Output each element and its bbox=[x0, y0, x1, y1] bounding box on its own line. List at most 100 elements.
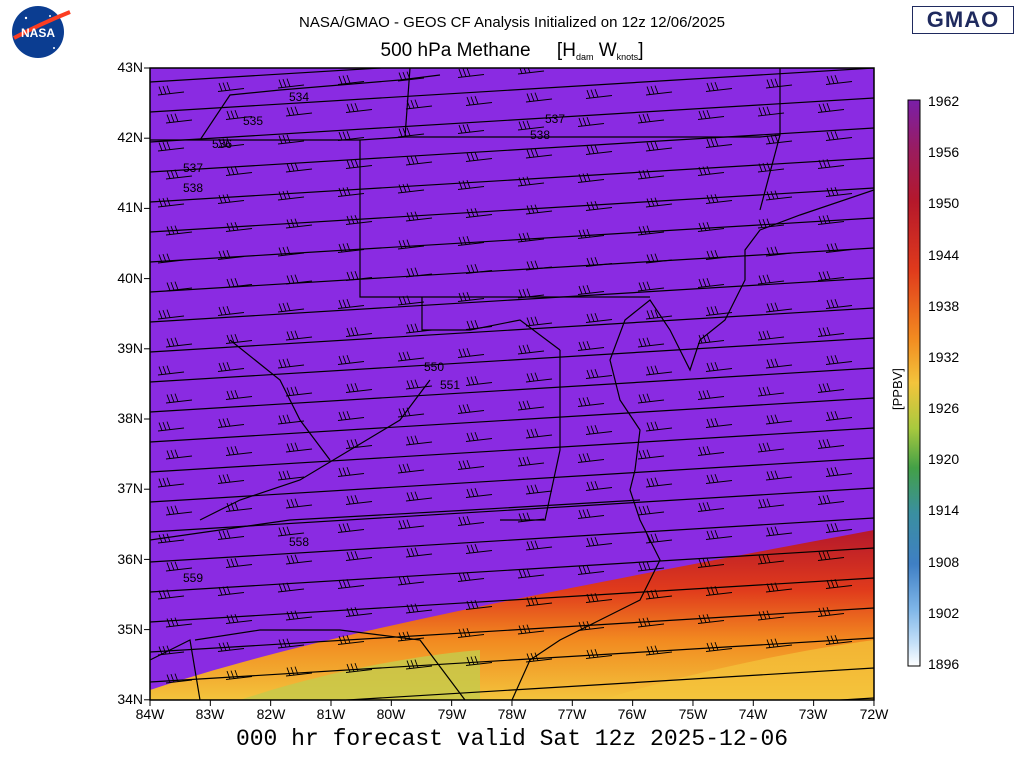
nasa-logo: NASA bbox=[12, 6, 71, 58]
colorbar-label: 1950 bbox=[928, 195, 960, 212]
wind-barb bbox=[225, 221, 253, 232]
wind-barb bbox=[277, 190, 305, 201]
wind-barb bbox=[757, 106, 785, 117]
wind-barb bbox=[637, 449, 665, 460]
wind-barb bbox=[517, 456, 545, 467]
wind-barb bbox=[225, 445, 253, 456]
wind-barb bbox=[757, 386, 785, 397]
wind-barb bbox=[345, 550, 373, 561]
wind-barb bbox=[585, 256, 613, 267]
wind-barb bbox=[637, 561, 665, 572]
lon-label: 74W bbox=[738, 706, 768, 722]
wind-barb bbox=[285, 330, 313, 341]
wind-barb bbox=[637, 617, 665, 628]
wind-barb bbox=[285, 162, 313, 173]
wind-barb bbox=[457, 459, 485, 470]
wind-barb bbox=[337, 298, 365, 309]
wind-barb bbox=[645, 253, 673, 264]
wind-barb bbox=[165, 113, 193, 124]
wind-barb bbox=[517, 176, 545, 187]
wind-barb bbox=[585, 368, 613, 379]
wind-barb bbox=[277, 582, 305, 593]
wind-barb bbox=[577, 508, 605, 519]
wind-barb bbox=[705, 641, 733, 652]
wind-barb bbox=[217, 249, 245, 260]
wind-barb bbox=[585, 200, 613, 211]
colorbar-label: 1914 bbox=[928, 502, 960, 519]
wind-barb bbox=[825, 354, 853, 365]
coastlines-borders bbox=[150, 68, 874, 700]
wind-barb bbox=[577, 284, 605, 295]
wind-barb bbox=[645, 365, 673, 376]
lon-label: 83W bbox=[195, 706, 225, 722]
wind-barb bbox=[397, 295, 425, 306]
wind-barb bbox=[397, 575, 425, 586]
contour-label: 534 bbox=[289, 90, 309, 104]
wind-barb bbox=[337, 130, 365, 141]
wind-barb bbox=[165, 393, 193, 404]
gmao-logo: GMAO bbox=[912, 6, 1014, 34]
wind-barb bbox=[517, 568, 545, 579]
wind-barb bbox=[825, 242, 853, 253]
wind-barb bbox=[405, 211, 433, 222]
wind-barb bbox=[705, 249, 733, 260]
wind-barb bbox=[577, 340, 605, 351]
wind-barb bbox=[405, 659, 433, 670]
lat-label: 34N bbox=[117, 691, 143, 707]
wind-barb bbox=[637, 505, 665, 516]
wind-barb bbox=[817, 270, 845, 281]
wind-barb bbox=[525, 484, 553, 495]
lon-label: 77W bbox=[557, 706, 587, 722]
title-sub-h: dam bbox=[575, 52, 594, 62]
wind-barb bbox=[585, 480, 613, 491]
lon-label: 84W bbox=[135, 706, 165, 722]
lat-label: 39N bbox=[117, 340, 143, 356]
colorbar bbox=[907, 99, 921, 667]
wind-barb bbox=[525, 540, 553, 551]
wind-barb bbox=[577, 564, 605, 575]
wind-barb bbox=[465, 655, 493, 666]
wind-barb bbox=[277, 638, 305, 649]
wind-barb bbox=[825, 130, 853, 141]
lat-label: 36N bbox=[117, 551, 143, 567]
colorbar-label: 1944 bbox=[928, 246, 960, 263]
wind-barb bbox=[637, 225, 665, 236]
wind-barb bbox=[165, 617, 193, 628]
wind-barb bbox=[337, 186, 365, 197]
contour-label: 537 bbox=[183, 161, 203, 175]
wind-barb bbox=[765, 582, 793, 593]
wind-barb bbox=[645, 85, 673, 96]
wind-barb bbox=[705, 193, 733, 204]
wind-barb bbox=[217, 81, 245, 92]
wind-barb bbox=[585, 648, 613, 659]
wind-barb bbox=[757, 330, 785, 341]
wind-barb bbox=[697, 165, 725, 176]
wind-barb bbox=[705, 529, 733, 540]
wind-barb bbox=[345, 214, 373, 225]
wind-barb bbox=[697, 389, 725, 400]
wind-barb bbox=[757, 274, 785, 285]
wind-barb bbox=[157, 253, 185, 264]
wind-barb bbox=[465, 375, 493, 386]
wind-barb bbox=[405, 323, 433, 334]
wind-barb bbox=[517, 68, 545, 75]
wind-barb bbox=[817, 158, 845, 169]
wind-barb bbox=[765, 134, 793, 145]
wind-barb bbox=[405, 435, 433, 446]
wind-barb bbox=[285, 386, 313, 397]
wind-barb bbox=[225, 165, 253, 176]
nasa-logo-text: NASA bbox=[21, 26, 55, 40]
lon-label: 81W bbox=[316, 706, 346, 722]
wind-barb bbox=[525, 148, 553, 159]
wind-barb bbox=[337, 242, 365, 253]
wind-barb bbox=[157, 197, 185, 208]
contour-label: 537 bbox=[545, 112, 565, 126]
wind-barb bbox=[585, 592, 613, 603]
wind-barb bbox=[825, 410, 853, 421]
wind-barb bbox=[457, 627, 485, 638]
wind-barb bbox=[345, 158, 373, 169]
wind-barb bbox=[705, 305, 733, 316]
wind-barb bbox=[637, 169, 665, 180]
wind-barb bbox=[705, 137, 733, 148]
wind-barb bbox=[577, 116, 605, 127]
